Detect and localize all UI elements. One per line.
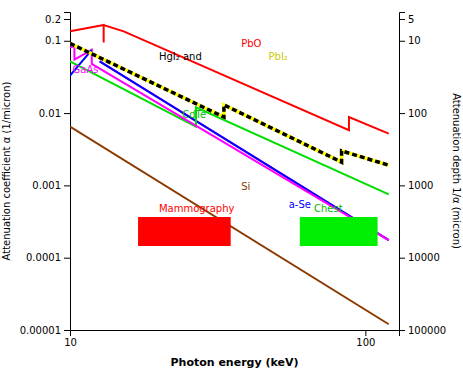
tick-label: 0.001 [32,180,61,191]
line [70,46,389,240]
tick-mark [399,19,405,20]
line-dash [70,43,389,165]
tick-label: 0.00001 [20,325,61,336]
tick-mark [399,113,405,114]
plot: 101000.000010.00010.0010.010.10.25101001… [1,13,462,370]
annotation: Mammography [159,203,235,214]
tick-label: 0.0001 [26,252,61,263]
tick: 0.0001 [26,252,70,263]
tick-mark [64,330,70,331]
y-axis: 0.00001 0.0001 0.001 0.01 0.1 0.2 [20,13,71,336]
y-axis-title: Attenuation coefficient α (1/micron) [1,82,12,261]
y2-axis: 5 10 100 1000 10000 100000 [399,13,446,336]
axis-line [400,13,406,331]
tick-label: 0.2 [45,14,61,25]
tick: 0.001 [32,180,70,191]
tick-mark [399,41,405,42]
tick-mark [365,330,366,336]
tick-label: 100000 [408,325,446,336]
annotation: GaAs [73,64,99,75]
tick-label: 100 [408,108,427,119]
marks [70,25,389,324]
tick-mark [64,113,70,114]
annotation: PbO [241,38,261,49]
y2-axis-title: Attenuation depth 1/α (micron) [451,93,462,249]
annotation: HgI₂ and [159,51,202,62]
tick-label: 0.01 [39,108,61,119]
tick: 0.2 [45,14,70,25]
tick: 10 [64,330,77,348]
tick: 100 [399,108,427,119]
tick-label: 0.1 [45,35,61,46]
tick: 0.01 [39,108,70,119]
line [70,25,389,134]
chart-svg: 101000.000010.00010.0010.010.10.25101001… [0,0,463,374]
annotation: PbI₂ [269,51,288,62]
tick: 10000 [399,252,440,263]
tick: 100000 [399,325,446,336]
axis-line [71,331,400,337]
axis-line [64,13,71,331]
tick-label: 1000 [408,180,433,191]
tick-label: 10000 [408,252,440,263]
tick-mark [64,41,70,42]
tick: 0.00001 [20,325,70,336]
tick-label: 10 [408,35,421,46]
annotation: Chest [314,203,343,214]
annotation: a-Se [289,199,311,210]
tick: 10 [399,35,421,46]
tick-mark [399,185,405,186]
tick: 0.1 [45,35,70,46]
tick-mark [64,258,70,259]
annotation: Si [241,181,250,192]
line [70,43,389,165]
tick-mark [399,330,405,331]
tick-mark [399,258,405,259]
tick-label: 100 [356,337,375,348]
line [70,61,389,194]
tick-label: 10 [64,337,77,348]
x-axis-title: Photon energy (keV) [170,356,298,369]
tick-mark [64,19,70,20]
annotations: PbO HgI₂ and PbI₂ GaAs CdTe Si a-Se Mammography… [73,38,343,214]
tick: 100 [356,330,375,348]
tick: 1000 [399,180,433,191]
band [138,217,231,246]
chart-container: 101000.000010.00010.0010.010.10.25101001… [0,0,463,374]
tick-mark [64,185,70,186]
x-axis: 10 100 [64,330,399,348]
tick-label: 5 [408,14,414,25]
band [300,217,378,246]
tick: 5 [399,14,414,25]
annotation: CdTe [182,109,206,120]
